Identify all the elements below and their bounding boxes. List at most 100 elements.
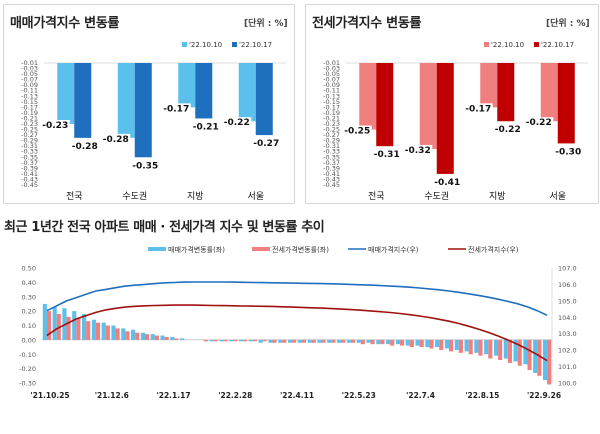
jeonse-data-label: -0.32 [405, 146, 431, 156]
jeonse-change-bar [370, 339, 375, 345]
jeonse-ytick-label: -0.03 [323, 65, 340, 73]
jeonse-change-bar [390, 339, 395, 346]
jeonse-ytick-label: -0.23 [323, 120, 340, 128]
sale-bar [238, 63, 256, 122]
jeonse-ytick-label: -0.27 [323, 131, 340, 139]
sale-change-bar [435, 339, 440, 348]
sale-legend-swatch [182, 42, 187, 47]
trend-left-tick: 0.20 [22, 308, 36, 316]
trend-x-tick-label: '22.7.4 [406, 391, 435, 400]
jeonse-label-bg [493, 124, 523, 135]
jeonse-bar [376, 63, 394, 147]
jeonse-index-line [46, 304, 548, 362]
jeonse-change-bar [399, 339, 405, 346]
jeonse-change-bar [341, 339, 346, 343]
sale-ytick-label: -0.19 [21, 109, 38, 117]
sale-change-bar [356, 339, 361, 343]
trend-right-tick: 106.0 [558, 281, 577, 289]
jeonse-change-bar [537, 339, 542, 376]
jeonse-change-bar [213, 339, 218, 342]
sale-change-bar [366, 339, 371, 343]
jeonse-change-bar [547, 339, 552, 385]
sale-bar [195, 63, 213, 119]
jeonse-label-bg [403, 144, 433, 155]
jeonse-label-bg [524, 117, 554, 128]
sale-change-bar [307, 339, 312, 343]
sale-label-bg [130, 160, 160, 171]
trend-left-tick: 0.10 [22, 322, 36, 330]
sale-change-bar [101, 322, 106, 340]
sale-label-bg [101, 133, 131, 144]
sale-bar [255, 63, 273, 136]
jeonse-ytick-label: -0.01 [323, 59, 340, 67]
jeonse-change-bar [331, 339, 336, 343]
trend-right-tick: 105.0 [558, 297, 577, 305]
jeonse-ytick-label: -0.09 [323, 81, 340, 89]
jeonse-ytick-label: -0.17 [323, 103, 340, 111]
jeonse-change-bar [350, 339, 356, 343]
jeonse-legend-swatch [534, 42, 539, 47]
trend-legend-swatch [252, 247, 270, 251]
sale-ytick-label: -0.27 [21, 131, 38, 139]
sale-change-bar [395, 339, 400, 345]
sale-change-bar [337, 339, 342, 343]
jeonse-bar [497, 63, 515, 122]
sale-change-bar [170, 337, 175, 340]
trend-x-tick-label: '22.1.17 [156, 391, 190, 400]
sale-change-bar [523, 339, 528, 365]
jeonse-data-label: -0.17 [465, 104, 491, 114]
trend-left-tick: 0.30 [22, 293, 36, 301]
sale-change-bar [42, 303, 47, 340]
sale-data-label: -0.17 [163, 104, 189, 114]
trend-x-tick-label: '22.8.15 [465, 391, 499, 400]
sale-category-label: 수도권 [122, 190, 147, 202]
jeonse-change-bar [429, 339, 434, 349]
jeonse-ytick-label: -0.05 [323, 70, 340, 78]
jeonse-change-bar [507, 339, 512, 363]
sale-change-bar [405, 339, 410, 346]
sale-change-bar [474, 339, 479, 353]
jeonse-change-bar [125, 331, 130, 340]
jeonse-ytick-label: -0.11 [323, 87, 340, 95]
sale-change-bar [72, 311, 77, 340]
sale-change-bar [268, 339, 273, 343]
sale-ytick-label: -0.13 [21, 92, 38, 100]
jeonse-change-bar [439, 339, 444, 350]
jeonse-change-bar [517, 339, 522, 366]
sale-ytick-label: -0.07 [21, 76, 38, 84]
sale-ytick-label: -0.43 [21, 175, 38, 183]
jeonse-data-label: -0.41 [434, 178, 460, 188]
jeonse-change-bar [76, 318, 81, 340]
sale-change-bar [533, 339, 538, 373]
trend-section-title: 최근 1년간 전국 아파트 매매 · 전세가격 지수 및 변동률 추이 [4, 220, 325, 235]
jeonse-change-bar [203, 339, 208, 342]
sale-change-bar [180, 338, 185, 340]
sale-data-label: -0.28 [103, 135, 129, 145]
jeonse-label-bg [463, 103, 493, 114]
sale-ytick-label: -0.03 [21, 65, 38, 73]
jeonse-change-bar [262, 339, 267, 342]
sale-change-bar [258, 339, 263, 343]
jeonse-category-label: 서울 [549, 191, 566, 202]
trend-x-tick-label: '22.5.23 [342, 391, 376, 400]
trend-left-tick: -0.30 [19, 380, 36, 388]
jeonse-change-bar [488, 339, 493, 359]
jeonse-change-bar [498, 339, 503, 360]
jeonse-label-bg [372, 149, 402, 160]
jeonse-ytick-label: -0.33 [323, 148, 340, 156]
sale-change-bar [503, 339, 508, 359]
sale-bar [74, 63, 92, 138]
jeonse-change-bar [458, 339, 463, 353]
trend-left-tick: -0.20 [19, 365, 36, 373]
sale-label-bg [70, 140, 100, 151]
sale-change-bar [150, 334, 155, 340]
sale-ytick-label: -0.39 [21, 164, 38, 172]
jeonse-change-bar [164, 337, 169, 340]
sale-change-bar [278, 339, 283, 343]
jeonse-change-bar [449, 339, 454, 352]
sale-ytick-label: -0.17 [21, 103, 38, 111]
jeonse-bar [419, 63, 437, 149]
sale-change-bar [513, 339, 518, 362]
sale-category-label: 전국 [66, 191, 83, 202]
jeonse-category-label: 지방 [489, 191, 506, 202]
